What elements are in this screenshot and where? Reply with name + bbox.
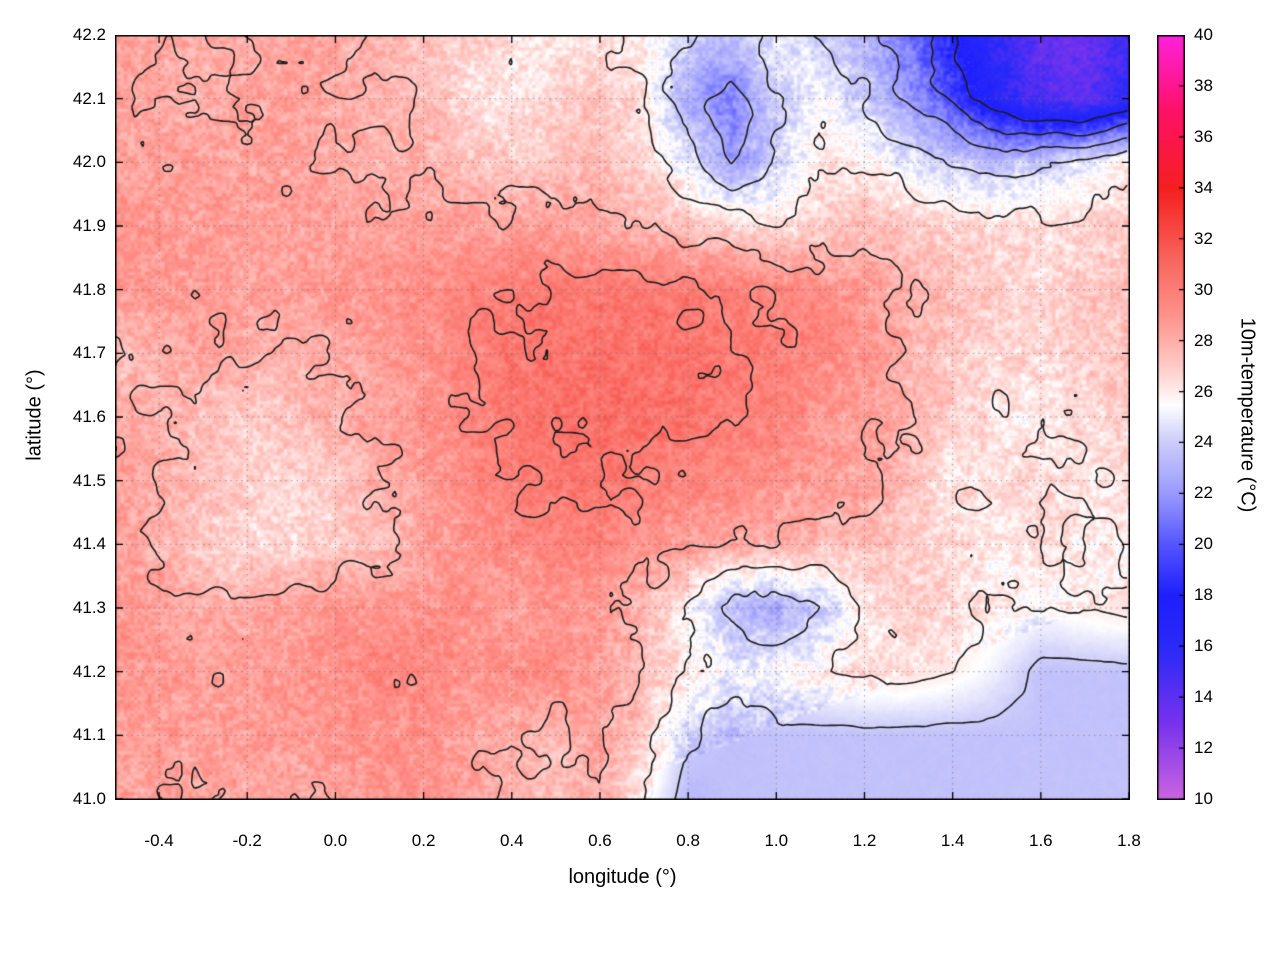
colorbar-tick-label: 28 bbox=[1194, 330, 1213, 350]
colorbar-tick-label: 40 bbox=[1194, 25, 1213, 44]
colorbar-tick-label: 24 bbox=[1194, 432, 1213, 452]
x-tick-label: 1.2 bbox=[852, 831, 877, 850]
x-tick-label: 0.6 bbox=[588, 831, 612, 850]
colorbar-tick-label: 32 bbox=[1194, 228, 1213, 248]
heatmap-plot-area bbox=[115, 35, 1130, 800]
y-tick-label: 41.9 bbox=[72, 216, 106, 235]
colorbar-tick-label: 10 bbox=[1194, 789, 1213, 808]
colorbar-tick-label: 20 bbox=[1194, 534, 1213, 554]
y-tick-label: 41.2 bbox=[72, 661, 106, 681]
colorbar-tick-label: 36 bbox=[1194, 126, 1213, 146]
y-tick-label: 42.0 bbox=[72, 152, 106, 172]
y-tick-label: 41.8 bbox=[72, 279, 106, 299]
y-tick-label: 41.5 bbox=[72, 470, 106, 490]
x-tick-label: 1.0 bbox=[764, 831, 789, 850]
colorbar-tick-label: 18 bbox=[1194, 585, 1213, 605]
y-tick-label: 41.1 bbox=[72, 725, 106, 745]
colorbar-tick-label: 12 bbox=[1194, 738, 1213, 758]
colorbar-tick-label: 22 bbox=[1194, 483, 1213, 503]
colorbar-tick-label: 26 bbox=[1194, 381, 1213, 401]
y-tick-label: 41.0 bbox=[72, 789, 106, 808]
x-axis-label: longitude (°) bbox=[568, 866, 677, 888]
colorbar-tick-label: 38 bbox=[1194, 75, 1213, 95]
x-tick-label: 1.4 bbox=[940, 831, 965, 850]
x-tick-label: 0.2 bbox=[411, 831, 436, 850]
x-tick-label: 0.4 bbox=[499, 831, 524, 850]
y-tick-label: 42.1 bbox=[72, 88, 106, 108]
y-tick-label: 41.3 bbox=[72, 598, 106, 617]
x-tick-label: 0.0 bbox=[323, 831, 348, 850]
colorbar-tick-label: 30 bbox=[1194, 279, 1213, 299]
colorbar-tick-label: 34 bbox=[1194, 177, 1213, 197]
x-tick-label: -0.4 bbox=[144, 831, 174, 850]
x-tick-label: 1.6 bbox=[1028, 831, 1053, 850]
x-tick-label: 0.8 bbox=[676, 831, 700, 850]
x-tick-label: -0.2 bbox=[232, 831, 262, 850]
y-tick-label: 41.4 bbox=[72, 534, 106, 554]
x-tick-label: 1.8 bbox=[1117, 831, 1141, 850]
colorbar-tick-label: 16 bbox=[1194, 636, 1213, 656]
y-tick-label: 41.7 bbox=[72, 343, 106, 363]
colorbar-tick-label: 14 bbox=[1194, 687, 1213, 707]
y-tick-label: 42.2 bbox=[72, 25, 106, 44]
y-tick-label: 41.6 bbox=[72, 407, 106, 426]
colorbar bbox=[1157, 35, 1185, 800]
